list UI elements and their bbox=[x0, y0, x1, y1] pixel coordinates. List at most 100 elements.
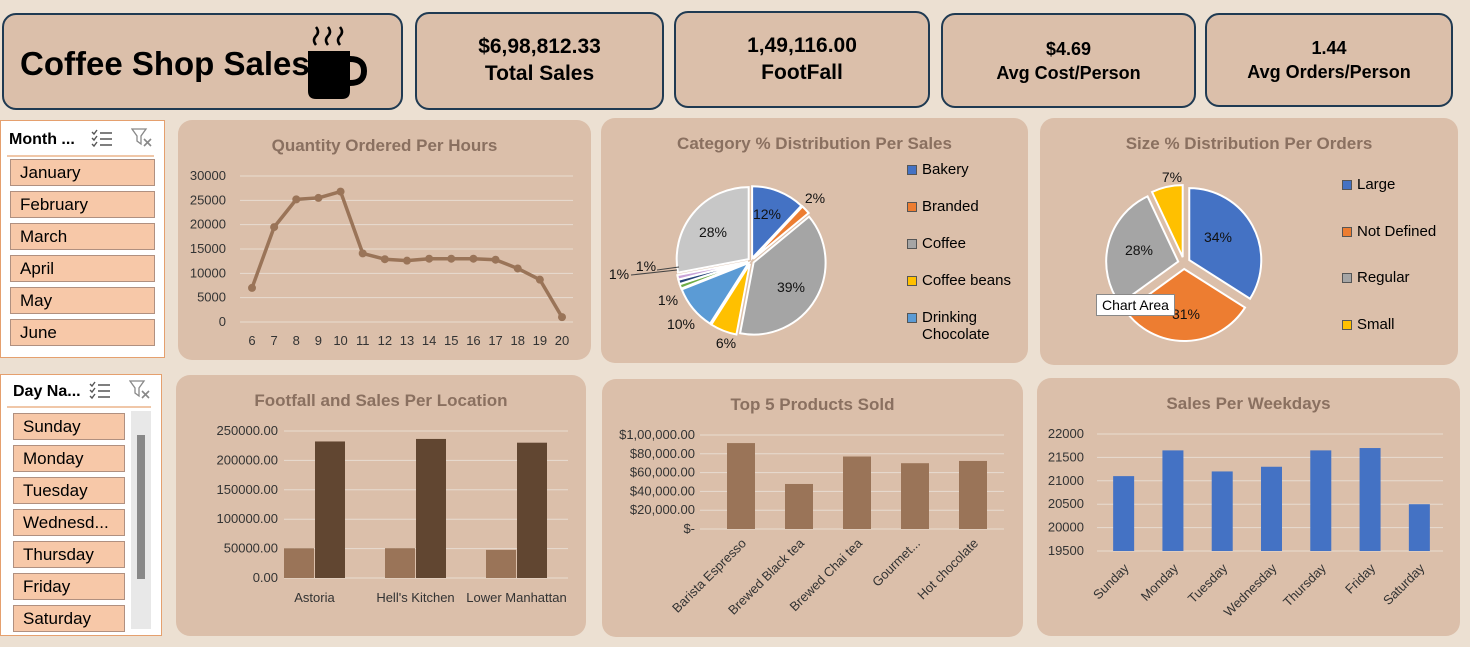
chart-title: Size % Distribution Per Orders bbox=[1125, 134, 1373, 153]
legend-swatch bbox=[1342, 226, 1352, 237]
legend-swatch bbox=[1342, 319, 1352, 330]
pie-slice bbox=[1124, 267, 1247, 342]
legend-swatch bbox=[1342, 180, 1352, 190]
slicer-item[interactable]: Monday bbox=[13, 445, 125, 472]
slicer-item[interactable]: Tuesday bbox=[13, 477, 125, 504]
legend-label: Bakery bbox=[922, 161, 969, 178]
x-tick-label: 14 bbox=[422, 333, 436, 348]
slicer-item[interactable]: Sunday bbox=[13, 413, 125, 440]
dashboard-title: Coffee Shop Sales bbox=[20, 45, 310, 82]
bar bbox=[901, 463, 929, 529]
bar bbox=[1359, 448, 1381, 551]
multi-select-icon[interactable] bbox=[89, 380, 111, 400]
kpi-total-sales: $6,98,812.33 Total Sales bbox=[415, 12, 664, 110]
slicer-scrollbar[interactable] bbox=[131, 411, 151, 629]
slicer-item[interactable]: June bbox=[10, 319, 155, 346]
x-tick-label: 8 bbox=[293, 333, 300, 348]
pie-label: 1% bbox=[636, 258, 656, 274]
bar bbox=[1162, 450, 1184, 551]
chart-category-panel[interactable]: Category % Distribution Per Sales 12% 2% 3… bbox=[601, 118, 1028, 363]
x-tick-label: Lower Manhattan bbox=[466, 590, 566, 605]
bar bbox=[315, 441, 345, 578]
y-tick-label: 5000 bbox=[197, 290, 226, 305]
slicer-item[interactable]: Friday bbox=[13, 573, 125, 600]
chart-location-panel[interactable]: Footfall and Sales Per Location 0.00 5000… bbox=[176, 375, 586, 636]
chart-title: Sales Per Weekdays bbox=[1166, 394, 1331, 413]
title-card: Coffee Shop Sales bbox=[2, 13, 403, 110]
slicer-item[interactable]: Saturday bbox=[13, 605, 125, 632]
slicer-item[interactable]: January bbox=[10, 159, 155, 186]
x-tick-label: 15 bbox=[444, 333, 458, 348]
bar bbox=[1310, 450, 1332, 551]
day-slicer[interactable]: Day Na... Sunday Monday Tuesday Wednesd... T… bbox=[0, 374, 162, 636]
kpi-label: Avg Cost/Person bbox=[996, 62, 1141, 83]
pie-slice bbox=[675, 186, 750, 274]
legend-label: Small bbox=[1357, 315, 1395, 333]
clear-filter-icon[interactable] bbox=[129, 380, 151, 400]
slicer-item[interactable]: March bbox=[10, 223, 155, 250]
y-tick-label: 100000.00 bbox=[217, 511, 278, 526]
data-point bbox=[447, 254, 456, 263]
y-tick-label: 22000 bbox=[1048, 426, 1084, 441]
bar bbox=[843, 456, 871, 529]
data-point bbox=[336, 187, 345, 196]
chart-weekdays-panel[interactable]: Sales Per Weekdays 19500 20000 20500 21000 2… bbox=[1037, 378, 1460, 636]
x-tick-label: Friday bbox=[1342, 560, 1378, 596]
data-point bbox=[425, 254, 434, 263]
chart-products-panel[interactable]: Top 5 Products Sold $- $20,000.00 $40,000.… bbox=[602, 379, 1023, 637]
data-point bbox=[380, 255, 389, 264]
legend-swatch bbox=[907, 239, 917, 249]
month-slicer[interactable]: Month ... January February March April May Ju… bbox=[0, 120, 165, 358]
pie-label: 7% bbox=[1162, 169, 1182, 185]
data-point bbox=[314, 193, 323, 202]
y-tick-label: 20500 bbox=[1048, 496, 1084, 511]
y-tick-label: 200000.00 bbox=[217, 452, 278, 467]
y-tick-label: 50000.00 bbox=[224, 541, 278, 556]
chart-size-panel[interactable]: Size % Distribution Per Orders 34% 31% 28%… bbox=[1040, 118, 1458, 365]
bar bbox=[1113, 476, 1135, 551]
y-tick-label: 10000 bbox=[190, 265, 226, 280]
slicer-item[interactable]: February bbox=[10, 191, 155, 218]
slicer-item[interactable]: April bbox=[10, 255, 155, 282]
y-tick-label: $80,000.00 bbox=[630, 446, 695, 461]
pie-slice bbox=[709, 263, 751, 336]
legend-label: Branded bbox=[922, 198, 979, 215]
chart-area-tooltip: Chart Area bbox=[1096, 294, 1175, 316]
data-point bbox=[270, 223, 279, 232]
chart-hours-panel[interactable]: Quantity Ordered Per Hours 0 5000 10000 150… bbox=[178, 120, 591, 360]
pie-slice bbox=[676, 260, 749, 281]
bar bbox=[785, 483, 813, 529]
x-tick-label: 9 bbox=[315, 333, 322, 348]
size-pie-chart: 34% 31% 28% 7% bbox=[1105, 169, 1263, 342]
chart-title: Top 5 Products Sold bbox=[730, 395, 895, 414]
category-pie-chart: 12% 2% 39% 6% 10% 1% 1% 1% 28% bbox=[609, 185, 827, 351]
products-bar-chart: $- $20,000.00 $40,000.00 $60,000.00 $80,000.… bbox=[619, 427, 1004, 618]
y-tick-label: 0 bbox=[219, 314, 226, 329]
x-tick-label: Astoria bbox=[294, 590, 335, 605]
slicer-item[interactable]: Wednesd... bbox=[13, 509, 125, 536]
slicer-scrollbar-thumb[interactable] bbox=[137, 435, 145, 579]
slicer-item[interactable]: May bbox=[10, 287, 155, 314]
x-tick-label: Saturday bbox=[1380, 560, 1428, 608]
pie-label: 12% bbox=[753, 206, 781, 222]
data-point bbox=[292, 195, 301, 204]
y-tick-label: 21500 bbox=[1048, 449, 1084, 464]
legend-swatch bbox=[907, 165, 917, 175]
legend-swatch bbox=[907, 202, 917, 212]
pie-slice bbox=[1105, 195, 1180, 306]
multi-select-icon[interactable] bbox=[91, 128, 113, 148]
x-tick-label: Thursday bbox=[1280, 560, 1329, 609]
bar bbox=[1261, 466, 1282, 551]
x-tick-label: 20 bbox=[555, 333, 569, 348]
pie-label: 39% bbox=[777, 279, 805, 295]
leader-line bbox=[630, 269, 678, 276]
y-tick-label: 21000 bbox=[1048, 473, 1084, 488]
bar bbox=[1211, 471, 1233, 551]
legend-label: Regular bbox=[1357, 269, 1410, 286]
y-tick-label: $- bbox=[683, 521, 695, 536]
bar bbox=[284, 548, 314, 578]
clear-filter-icon[interactable] bbox=[131, 128, 153, 148]
x-tick-label: 19 bbox=[533, 333, 547, 348]
x-tick-label: 7 bbox=[271, 333, 278, 348]
slicer-item[interactable]: Thursday bbox=[13, 541, 125, 568]
